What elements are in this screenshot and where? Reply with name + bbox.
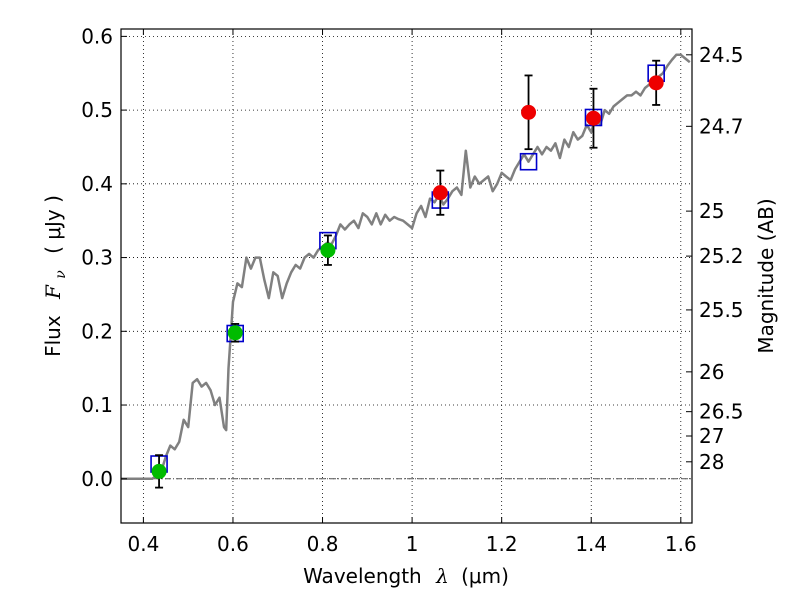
observed-point bbox=[320, 242, 336, 258]
observed-point bbox=[648, 75, 664, 91]
grid-lines bbox=[121, 29, 692, 523]
y-tick-label: 0.2 bbox=[81, 319, 113, 343]
y-tick-label: 0.5 bbox=[81, 98, 113, 122]
y2-tick-label: 25.5 bbox=[699, 298, 744, 322]
y2-tick-label: 27 bbox=[699, 424, 724, 448]
y-tick-label: 0.4 bbox=[81, 172, 113, 196]
x-axis-title-symbol: λ bbox=[435, 564, 449, 588]
y2-tick-label: 28 bbox=[699, 450, 724, 474]
observed-point bbox=[585, 110, 601, 126]
x-tick-label: 1.4 bbox=[575, 532, 607, 556]
y-axis-title-symbol: F bbox=[41, 284, 65, 300]
x-tick-label: 0.8 bbox=[307, 532, 339, 556]
y2-axis-title: Magnitude (AB) bbox=[754, 198, 778, 353]
x-tick-label: 1.2 bbox=[486, 532, 518, 556]
y-axis-title-text: Flux bbox=[41, 315, 65, 357]
y-tick-label: 0.3 bbox=[81, 246, 113, 270]
model-square-point bbox=[519, 152, 538, 171]
y2-tick-label: 24.5 bbox=[699, 43, 744, 67]
y2-tick-label: 26 bbox=[699, 360, 724, 384]
x-axis-title: Wavelength λ (μm) bbox=[303, 564, 509, 588]
axes-frame bbox=[120, 28, 693, 524]
observed-point bbox=[227, 325, 243, 341]
x-tick-label: 0.6 bbox=[217, 532, 249, 556]
y-tick-label: 0.0 bbox=[81, 467, 113, 491]
y-axis-title-unit: ( μJy ) bbox=[41, 195, 65, 254]
x-axis-title-text: Wavelength bbox=[303, 564, 422, 588]
y2-tick-label: 24.7 bbox=[699, 114, 744, 138]
x-tick-label: 0.4 bbox=[127, 532, 159, 556]
y-axis-title: Flux F ν ( μJy ) bbox=[41, 195, 70, 357]
x-axis-title-unit: (μm) bbox=[461, 564, 509, 588]
y-tick-label: 0.1 bbox=[81, 393, 113, 417]
y2-tick-label: 25.2 bbox=[699, 244, 744, 268]
observed-point bbox=[151, 463, 167, 479]
plot-area bbox=[121, 53, 691, 489]
y2-tick-label: 25 bbox=[699, 199, 724, 223]
spectrum-line bbox=[121, 53, 691, 481]
ticks: 0.4 0.6 0.8 1 1.2 1.4 1.6 0.0 0.1 0.2 0.3 0.4 0.5 0.6… bbox=[81, 24, 743, 556]
x-tick-label: 1 bbox=[406, 532, 419, 556]
y-tick-label: 0.6 bbox=[81, 24, 113, 48]
observed-point bbox=[432, 185, 448, 201]
y-axis-title-subscript: ν bbox=[53, 270, 69, 279]
x-tick-label: 1.6 bbox=[665, 532, 697, 556]
y2-tick-label: 26.5 bbox=[699, 400, 744, 424]
observed-point bbox=[521, 104, 537, 120]
